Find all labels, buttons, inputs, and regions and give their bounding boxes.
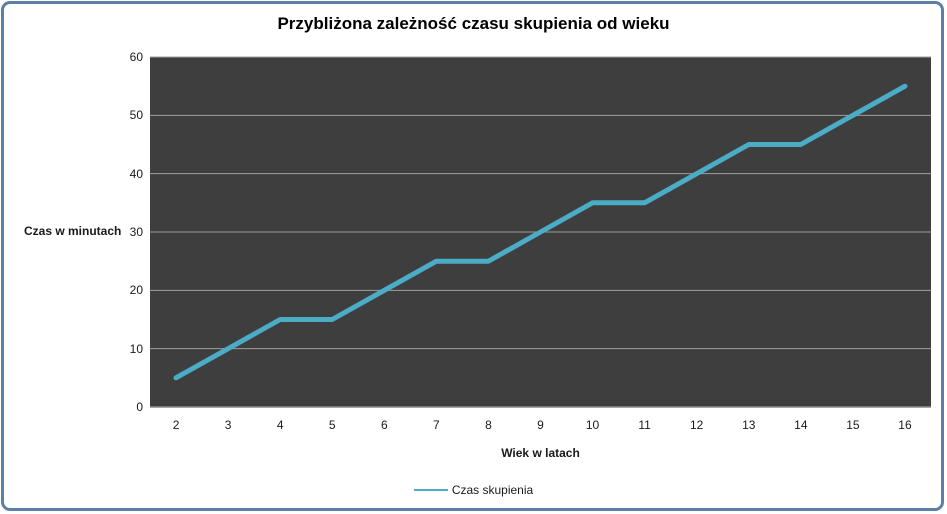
- x-tick-label: 12: [690, 418, 704, 432]
- x-tick-label: 6: [380, 418, 388, 432]
- y-axis-title: Czas w minutach: [24, 224, 122, 238]
- y-tick-label: 0: [136, 400, 143, 414]
- x-tick-label: 9: [537, 418, 544, 432]
- legend-line-swatch: [413, 489, 448, 491]
- legend: Czas skupienia: [0, 483, 947, 497]
- x-tick-label: 14: [794, 418, 808, 432]
- x-tick-label: 10: [585, 418, 600, 432]
- x-tick-label: 3: [224, 418, 232, 432]
- chart-title: Przybliżona zależność czasu skupienia od…: [277, 14, 670, 33]
- x-tick-label: 13: [742, 418, 756, 432]
- y-tick-label: 50: [129, 108, 143, 123]
- y-tick-label: 10: [129, 341, 143, 356]
- x-tick-label: 8: [485, 418, 492, 432]
- y-tick-label: 30: [129, 225, 143, 239]
- y-tick-label: 60: [129, 50, 143, 64]
- x-axis-title: Wiek w latach: [501, 446, 580, 460]
- x-tick-label: 4: [276, 418, 284, 432]
- x-tick-label: 16: [898, 418, 912, 432]
- x-tick-label: 15: [846, 418, 860, 432]
- legend-series-label: Czas skupienia: [451, 483, 534, 497]
- series-line-czas-skupienia: [173, 83, 908, 381]
- x-tick-label: 7: [433, 418, 440, 432]
- x-tick-label: 11: [638, 418, 651, 432]
- y-tick-label: 40: [129, 166, 143, 181]
- y-tick-label: 20: [129, 283, 143, 298]
- x-tick-label: 2: [172, 418, 180, 432]
- x-tick-label: 5: [328, 418, 336, 432]
